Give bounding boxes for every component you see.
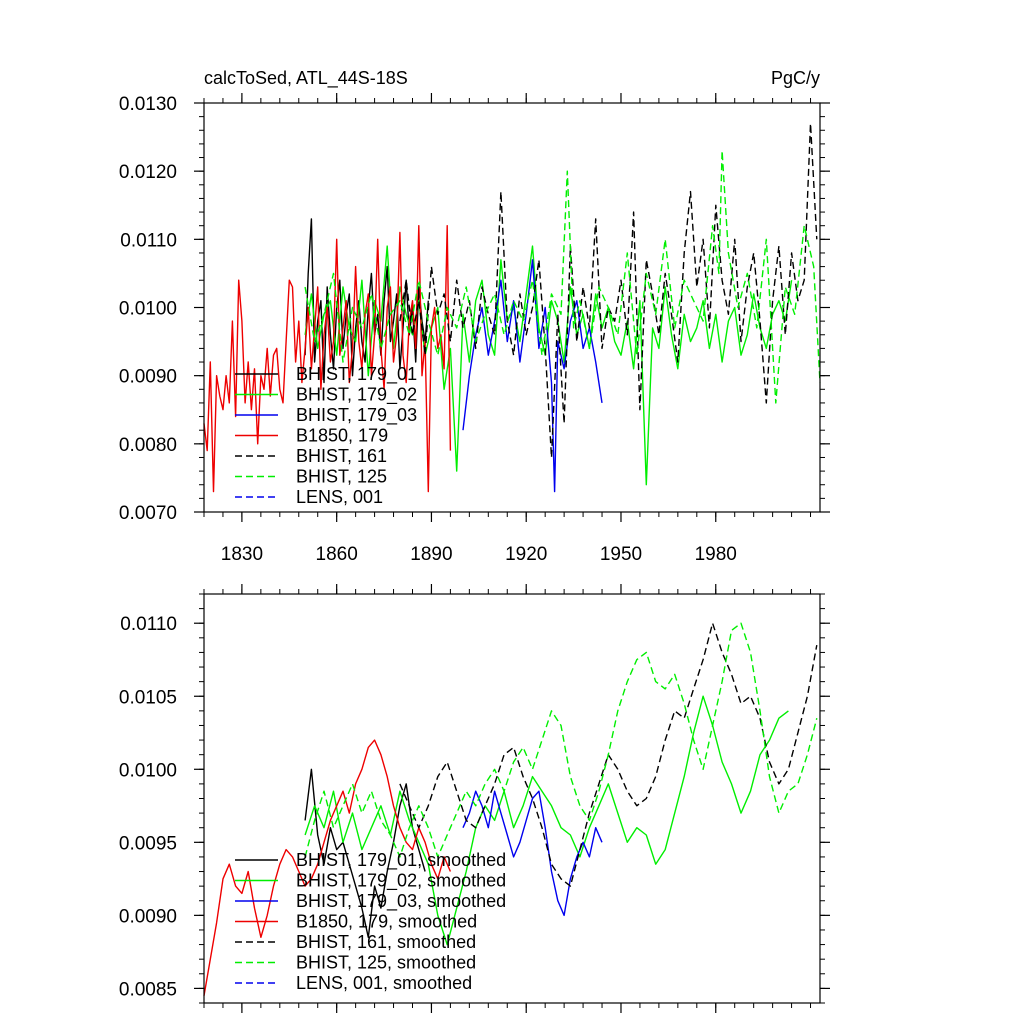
- top-x-tick-label: 1830: [221, 544, 263, 565]
- bottom-y-tick-label: 0.0100: [119, 760, 177, 781]
- bottom-y-tick-label: 0.0105: [119, 687, 177, 708]
- bottom-y-tick-label: 0.0090: [119, 906, 177, 927]
- legend-label-bhist-179-01: BHIST, 179_01: [296, 364, 417, 385]
- series-line-bhist-125-smoothed: [304, 622, 818, 858]
- series-line-bhist-179-02-smoothed: [304, 695, 789, 946]
- top-panel-title: calcToSed, ATL_44S-18S: [204, 68, 408, 89]
- series-line-bhist-179-03-smoothed: [462, 790, 603, 917]
- legend-label-bhist-125-smoothed: BHIST, 125, smoothed: [296, 953, 476, 973]
- top-panel: calcToSed, ATL_44S-18S PgC/y 0.0070 0.008…: [119, 68, 830, 565]
- legend-label-bhist-161: BHIST, 161: [296, 446, 387, 466]
- top-y-tick-label: 0.0120: [119, 162, 177, 183]
- legend-label-bhist-125: BHIST, 125: [296, 467, 387, 487]
- legend-label-b1850-179-smoothed: B1850, 179, smoothed: [296, 912, 477, 932]
- legend-label-lens-001-smoothed: LENS, 001, smoothed: [296, 973, 472, 993]
- series-line-bhist-179-02: [304, 245, 793, 486]
- series-line-b1850-179-smoothed: [203, 739, 452, 996]
- legend-label-bhist-179-01-smoothed: BHIST, 179_01, smoothed: [296, 850, 506, 871]
- top-y-tick-label: 0.0100: [119, 299, 177, 320]
- series-line-bhist-179-01-smoothed: [304, 768, 426, 938]
- top-y-tick-label: 0.0070: [119, 503, 177, 524]
- top-panel-units: PgC/y: [771, 68, 820, 88]
- top-x-tick-label: 1950: [600, 544, 642, 565]
- top-y-tick-label: 0.0090: [119, 367, 177, 388]
- top-x-tick-label: 1920: [505, 544, 547, 565]
- legend-label-bhist-179-02: BHIST, 179_02: [296, 385, 417, 406]
- top-panel-axes: 0.0070 0.0080 0.0090 0.0100 0.0110 0.0120 0.01…: [119, 93, 830, 565]
- legend-label-bhist-179-03: BHIST, 179_03: [296, 405, 417, 426]
- legend-label-bhist-161-smoothed: BHIST, 161, smoothed: [296, 932, 476, 952]
- series-line-bhist-125: [304, 150, 821, 404]
- top-panel-data-lines: [203, 122, 821, 493]
- legend-label-bhist-179-03-smoothed: BHIST, 179_03, smoothed: [296, 891, 506, 912]
- top-x-tick-label: 1890: [410, 544, 452, 565]
- top-y-tick-label: 0.0130: [119, 94, 177, 115]
- series-line-bhist-179-01: [304, 218, 429, 384]
- top-y-tick-label: 0.0110: [120, 230, 177, 251]
- bottom-y-tick-label: 0.0095: [119, 833, 177, 854]
- top-y-tick-label: 0.0080: [119, 435, 177, 456]
- legend-label-bhist-179-02-smoothed: BHIST, 179_02, smoothed: [296, 871, 506, 892]
- bottom-panel-axes: 0.0085 0.0090 0.0095 0.0100 0.0105 0.0110: [119, 584, 830, 1013]
- bottom-y-tick-label: 0.0085: [119, 979, 177, 1000]
- bottom-panel-data-lines: [203, 622, 818, 996]
- series-line-bhist-161: [399, 122, 818, 459]
- bottom-panel: 0.0085 0.0090 0.0095 0.0100 0.0105 0.0110 BHI…: [119, 584, 830, 1013]
- series-line-b1850-179: [203, 225, 452, 493]
- legend-label-lens-001: LENS, 001: [296, 487, 383, 507]
- bottom-y-tick-label: 0.0110: [120, 614, 177, 635]
- legend-label-b1850-179: B1850, 179: [296, 426, 388, 446]
- top-x-tick-label: 1980: [695, 544, 737, 565]
- top-x-tick-label: 1860: [316, 544, 358, 565]
